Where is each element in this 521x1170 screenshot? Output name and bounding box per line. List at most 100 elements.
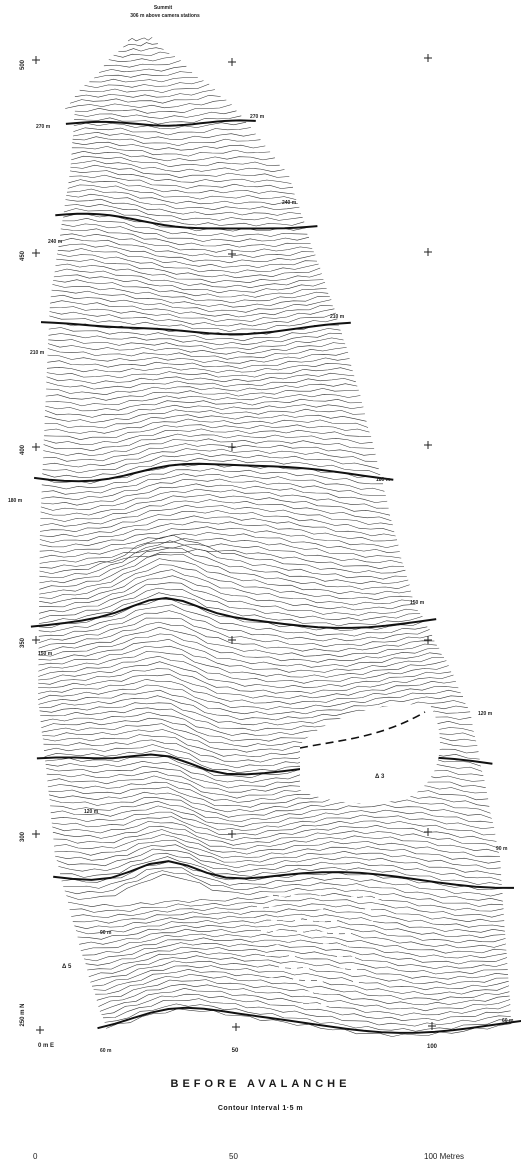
obscured-area	[300, 704, 440, 804]
contour-line	[69, 95, 221, 104]
scale-end: 100 Metres	[424, 1152, 465, 1161]
contour-line	[73, 127, 251, 136]
contour-line	[49, 797, 491, 818]
contour-label-60-left: 60 m	[100, 1048, 112, 1054]
contour-line	[39, 569, 414, 606]
contour-interval-note: Contour Interval 1·5 m	[217, 1105, 304, 1112]
contour-line	[39, 540, 407, 580]
contour-line	[94, 71, 193, 79]
contour-line	[42, 453, 379, 474]
grid-label-100: 100	[427, 1044, 438, 1050]
grid-cross	[228, 636, 236, 644]
contour-label-150-left: 150 m	[38, 651, 53, 657]
contour-line	[89, 77, 198, 83]
contour-line	[57, 248, 318, 268]
contour-line	[41, 473, 385, 495]
contour-line	[90, 960, 509, 985]
contour-line	[49, 306, 335, 322]
contour-line	[54, 268, 324, 288]
contour-line	[108, 56, 176, 62]
grid-cross	[36, 1026, 44, 1034]
contour-line	[38, 633, 440, 663]
contour-line	[39, 558, 412, 595]
contour-label-90-left: 90 m	[100, 930, 112, 936]
contour-line	[85, 946, 508, 969]
contour-line	[42, 448, 378, 468]
contour-line	[82, 937, 507, 959]
contour-line	[38, 639, 442, 668]
contour-line	[62, 218, 308, 237]
minor-contour-lines	[37, 37, 512, 1037]
contour-label-240-right: 240 m	[282, 200, 297, 206]
station-3-label: Δ 3	[375, 774, 385, 780]
contour-line	[52, 825, 498, 849]
contour-line	[50, 300, 333, 318]
contour-line	[69, 897, 504, 918]
contour-line	[39, 543, 403, 564]
contour-line	[46, 367, 353, 379]
faint-contour-gap	[264, 953, 366, 960]
grid-cross	[424, 636, 432, 644]
contour-line	[38, 617, 433, 647]
grid-cross	[228, 443, 236, 451]
faint-contour-gap	[256, 905, 378, 912]
contour-line	[45, 394, 361, 407]
contour-label-270-left: 270 m	[36, 124, 51, 130]
faint-contour-gap	[272, 1001, 354, 1008]
grid-cross	[32, 56, 40, 64]
grid-cross	[428, 1022, 436, 1030]
origin-label: 0 m E	[38, 1043, 54, 1049]
contour-line	[63, 867, 503, 897]
contour-line	[38, 604, 428, 637]
contour-line	[77, 923, 506, 944]
axis-label-350: 350	[20, 637, 26, 648]
contour-line	[50, 805, 493, 828]
contour-line	[104, 1003, 512, 1032]
contour-line	[46, 372, 355, 384]
contour-line	[59, 238, 314, 258]
contour-line	[51, 816, 496, 836]
contour-line	[43, 428, 372, 445]
contour-line	[66, 193, 300, 210]
contour-line	[67, 184, 297, 200]
contour-line	[47, 351, 349, 364]
grid-cross	[232, 1023, 240, 1031]
contour-line	[74, 110, 237, 119]
faint-contour-gap	[260, 929, 372, 936]
grid-cross	[32, 830, 40, 838]
contour-line	[103, 60, 181, 68]
index-contour-line	[30, 596, 437, 629]
contour-line	[80, 933, 507, 954]
contour-line	[38, 651, 447, 678]
axis-label-500: 500	[20, 59, 26, 70]
contour-line	[38, 587, 421, 621]
contour-line	[127, 37, 153, 42]
index-contour-line	[53, 860, 515, 889]
contour-line	[45, 404, 364, 418]
grid-cross	[32, 443, 40, 451]
contour-line	[60, 233, 313, 253]
contour-line	[48, 786, 489, 808]
contour-line	[46, 383, 358, 395]
grid-cross	[424, 248, 432, 256]
contour-line	[38, 689, 464, 715]
contour-line	[59, 856, 502, 885]
contour-line	[113, 51, 170, 58]
scale-start: 0	[33, 1152, 38, 1161]
contour-line	[56, 258, 321, 279]
contour-line	[40, 488, 389, 511]
contour-line	[69, 174, 294, 189]
summit-sublabel: 306 m above camera stations	[130, 13, 200, 19]
grid-crosses	[32, 54, 436, 1034]
faint-contour-gap	[270, 989, 357, 996]
contour-line	[38, 610, 430, 642]
contour-line	[74, 115, 242, 125]
contour-label-210-left: 210 m	[30, 350, 45, 356]
contour-line	[51, 289, 330, 308]
contour-line	[72, 908, 505, 928]
contour-line	[38, 598, 425, 631]
grid-cross	[228, 58, 236, 66]
contour-label-270-right: 270 m	[250, 114, 265, 120]
contour-label-150-right: 150 m	[410, 600, 425, 606]
index-contour-lines	[30, 119, 521, 1034]
